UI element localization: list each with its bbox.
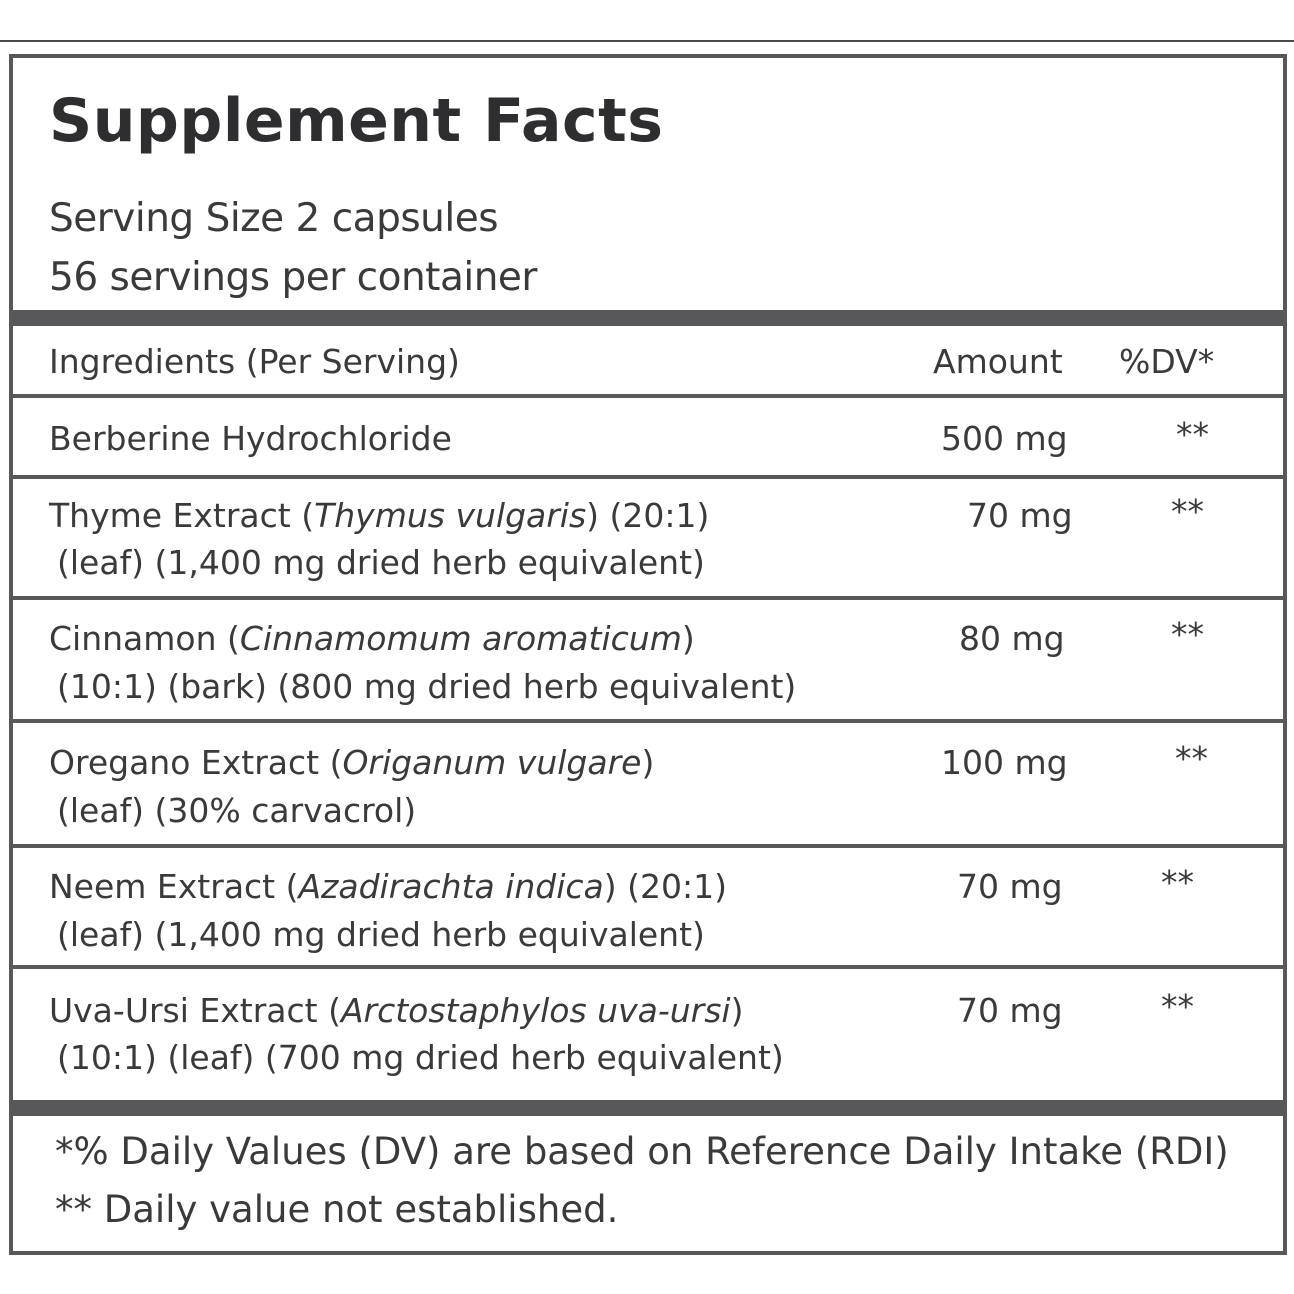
- ingredient-amount: 70 mg: [957, 867, 1063, 906]
- ingredient-name: Oregano Extract (Origanum vulgare): [49, 743, 655, 782]
- ingredient-dv: **: [1175, 739, 1208, 778]
- ingredient-amount: 70 mg: [957, 991, 1063, 1030]
- latin-name: Thymus vulgaris: [314, 496, 587, 535]
- thick-divider-top: [13, 310, 1283, 326]
- ingredient-detail: (10:1) (bark) (800 mg dried herb equival…: [57, 667, 797, 706]
- ingredient-detail: (leaf) (1,400 mg dried herb equivalent): [57, 543, 705, 582]
- row-divider: [13, 844, 1283, 848]
- ingredient-name: Cinnamon (Cinnamomum aromaticum): [49, 619, 695, 658]
- ingredient-dv: **: [1171, 492, 1204, 531]
- top-rule: [0, 40, 1294, 42]
- latin-name: Azadirachta indica: [298, 867, 604, 906]
- panel-title: Supplement Facts: [49, 86, 664, 156]
- ingredient-name: Neem Extract (Azadirachta indica) (20:1): [49, 867, 728, 906]
- row-divider: [13, 596, 1283, 600]
- header-ingredients: Ingredients (Per Serving): [49, 342, 460, 381]
- ingredient-amount: 500 mg: [941, 419, 1068, 458]
- footnote-not-established: ** Daily value not established.: [55, 1188, 619, 1231]
- ingredient-amount: 70 mg: [967, 496, 1073, 535]
- header-dv: %DV*: [1119, 342, 1215, 381]
- ingredient-name: Thyme Extract (Thymus vulgaris) (20:1): [49, 496, 710, 535]
- ingredient-detail: (leaf) (1,400 mg dried herb equivalent): [57, 915, 705, 954]
- ingredient-name: Uva-Ursi Extract (Arctostaphylos uva-urs…: [49, 991, 744, 1030]
- ingredient-amount: 80 mg: [959, 619, 1065, 658]
- row-divider: [13, 719, 1283, 723]
- header-amount: Amount: [933, 342, 1063, 381]
- supplement-facts-panel: Supplement Facts Serving Size 2 capsules…: [9, 54, 1287, 1255]
- latin-name: Arctostaphylos uva-ursi: [340, 991, 731, 1030]
- ingredient-name: Berberine Hydrochloride: [49, 419, 452, 458]
- thick-divider-bottom: [13, 1100, 1283, 1116]
- row-divider: [13, 965, 1283, 969]
- ingredient-dv: **: [1161, 987, 1194, 1026]
- ingredient-dv: **: [1161, 863, 1194, 902]
- servings-per-container: 56 servings per container: [49, 255, 537, 300]
- ingredient-dv: **: [1176, 415, 1209, 454]
- row-divider: [13, 394, 1283, 398]
- row-divider: [13, 475, 1283, 479]
- ingredient-detail: (10:1) (leaf) (700 mg dried herb equival…: [57, 1038, 784, 1077]
- latin-name: Origanum vulgare: [342, 743, 642, 782]
- latin-name: Cinnamomum aromaticum: [239, 619, 682, 658]
- serving-size: Serving Size 2 capsules: [49, 196, 499, 241]
- ingredient-dv: **: [1171, 615, 1204, 654]
- ingredient-detail: (leaf) (30% carvacrol): [57, 791, 417, 830]
- footnote-dv: *% Daily Values (DV) are based on Refere…: [55, 1130, 1229, 1173]
- ingredient-amount: 100 mg: [941, 743, 1068, 782]
